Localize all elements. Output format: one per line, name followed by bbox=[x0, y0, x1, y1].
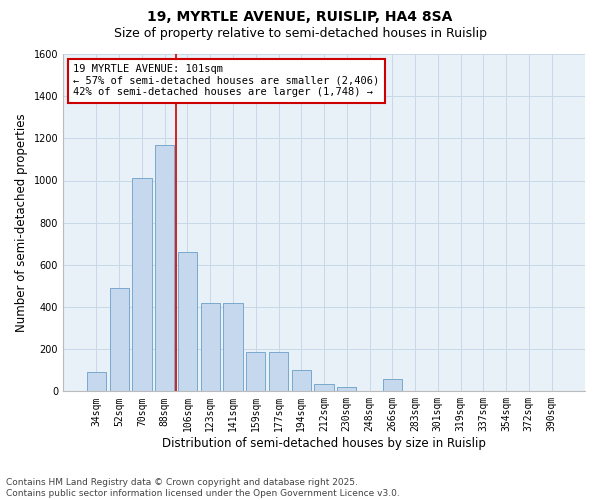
Bar bbox=[223, 303, 242, 392]
Bar bbox=[110, 288, 129, 392]
Text: 19 MYRTLE AVENUE: 101sqm
← 57% of semi-detached houses are smaller (2,406)
42% o: 19 MYRTLE AVENUE: 101sqm ← 57% of semi-d… bbox=[73, 64, 380, 98]
Text: 19, MYRTLE AVENUE, RUISLIP, HA4 8SA: 19, MYRTLE AVENUE, RUISLIP, HA4 8SA bbox=[148, 10, 452, 24]
Y-axis label: Number of semi-detached properties: Number of semi-detached properties bbox=[15, 114, 28, 332]
Bar bbox=[269, 352, 288, 392]
Text: Contains HM Land Registry data © Crown copyright and database right 2025.
Contai: Contains HM Land Registry data © Crown c… bbox=[6, 478, 400, 498]
Text: Size of property relative to semi-detached houses in Ruislip: Size of property relative to semi-detach… bbox=[113, 28, 487, 40]
Bar bbox=[246, 352, 265, 392]
Bar bbox=[200, 303, 220, 392]
Bar bbox=[132, 178, 152, 392]
Bar bbox=[87, 372, 106, 392]
Bar bbox=[314, 384, 334, 392]
Bar bbox=[155, 144, 175, 392]
X-axis label: Distribution of semi-detached houses by size in Ruislip: Distribution of semi-detached houses by … bbox=[162, 437, 486, 450]
Bar bbox=[337, 387, 356, 392]
Bar bbox=[292, 370, 311, 392]
Bar bbox=[178, 252, 197, 392]
Bar bbox=[383, 378, 402, 392]
